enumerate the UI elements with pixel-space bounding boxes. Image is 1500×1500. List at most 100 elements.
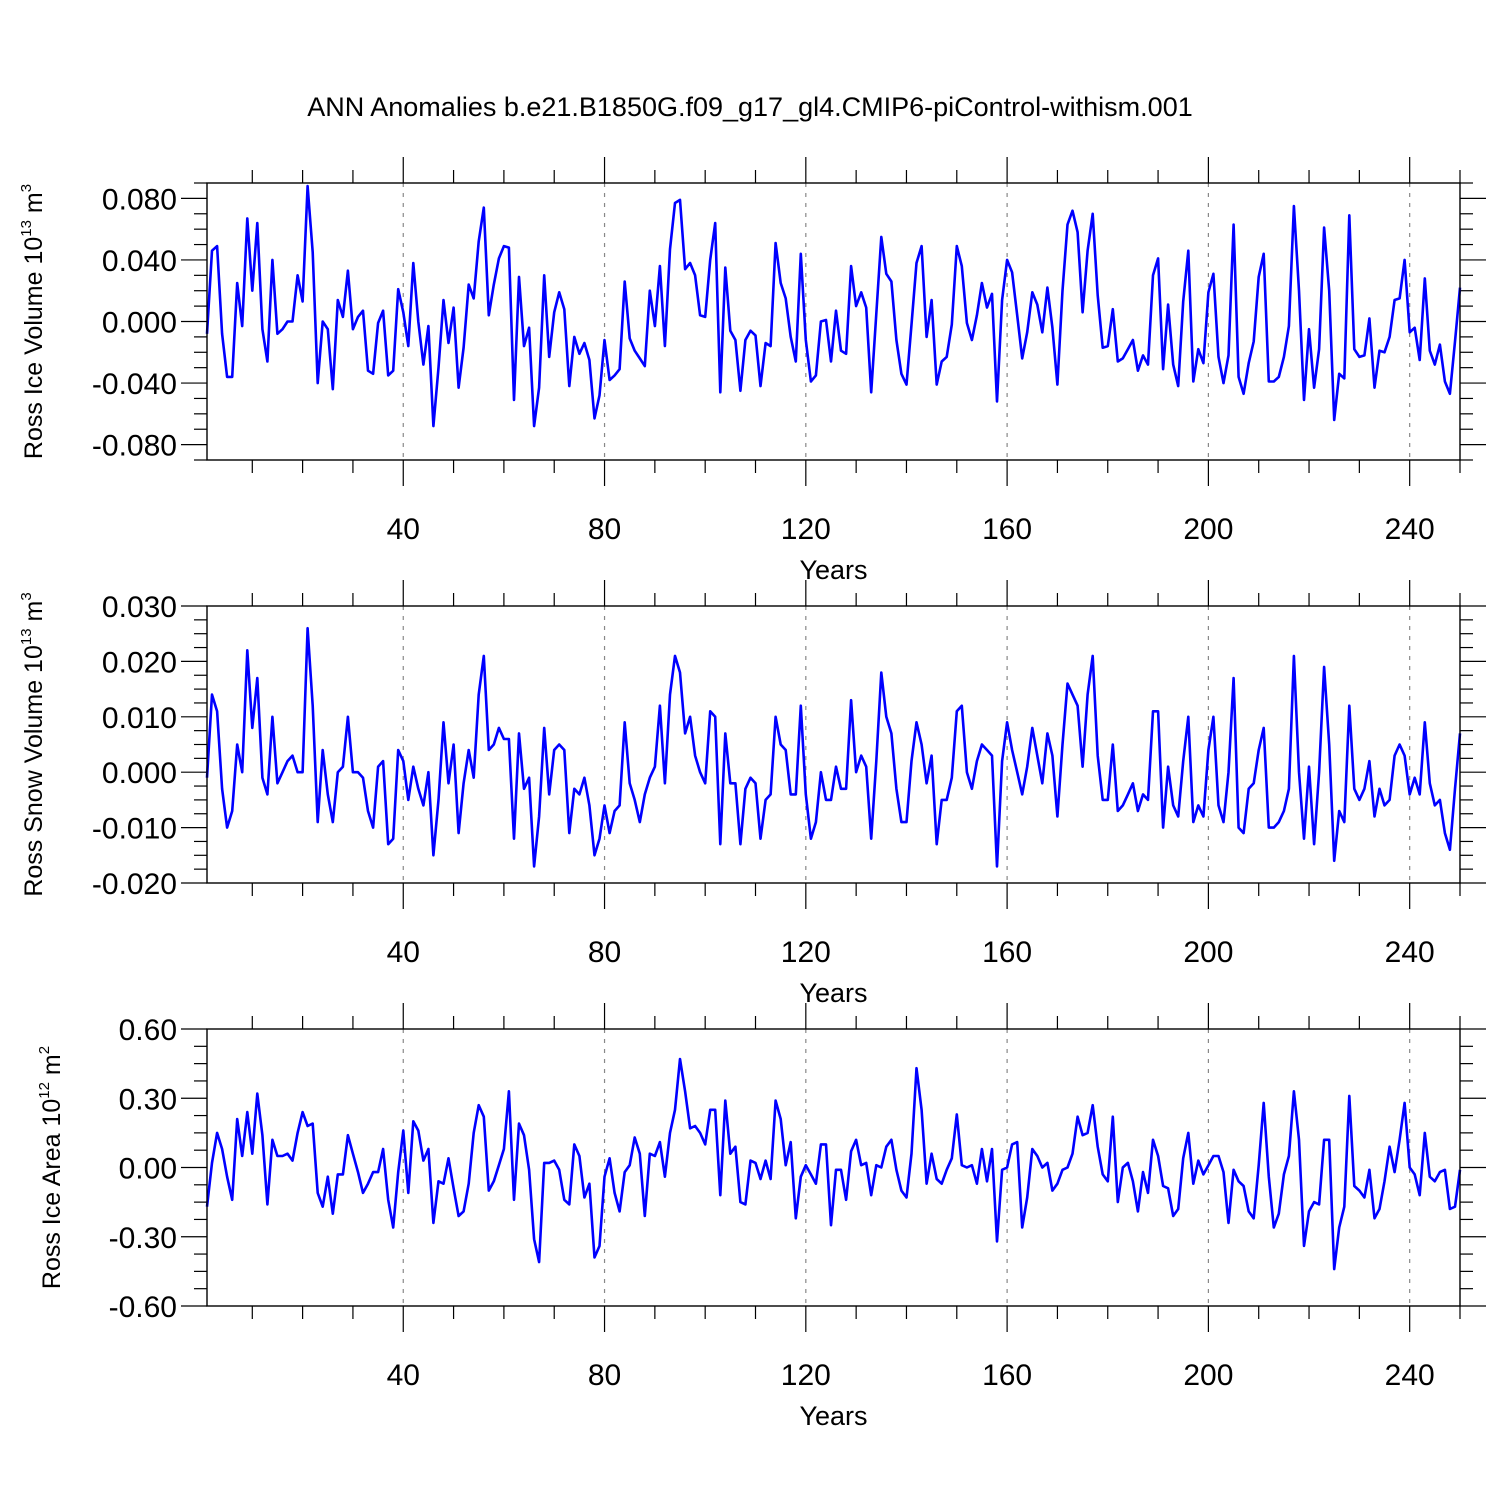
y-tick-label: -0.080 [92, 430, 177, 463]
data-point [800, 705, 802, 707]
data-point [714, 1109, 716, 1111]
data-point [603, 804, 605, 806]
data-point [739, 843, 741, 845]
data-point [1343, 1206, 1345, 1208]
data-point [1318, 1203, 1320, 1205]
data-point [362, 310, 364, 312]
data-point [513, 399, 515, 401]
data-point [1157, 1155, 1159, 1157]
data-point [357, 1171, 359, 1173]
data-point [1318, 348, 1320, 350]
data-point [925, 782, 927, 784]
data-point [281, 328, 283, 330]
data-point [644, 793, 646, 795]
data-point [1263, 727, 1265, 729]
data-point [1217, 804, 1219, 806]
data-point [1086, 1132, 1088, 1134]
data-point [271, 1139, 273, 1141]
data-point [1403, 754, 1405, 756]
data-point [634, 350, 636, 352]
data-point [659, 705, 661, 707]
data-point [1197, 804, 1199, 806]
data-point [986, 749, 988, 751]
y-axis-title-superscript: 3 [18, 184, 35, 192]
data-point [830, 799, 832, 801]
data-point [1388, 799, 1390, 801]
data-point [1247, 362, 1249, 364]
data-point [654, 765, 656, 767]
data-point [1328, 1139, 1330, 1141]
data-point [1207, 291, 1209, 293]
data-point [1278, 1212, 1280, 1214]
data-point [1368, 760, 1370, 762]
data-point [991, 754, 993, 756]
data-point [1021, 357, 1023, 359]
data-point [669, 693, 671, 695]
data-point [865, 306, 867, 308]
data-point [1152, 1139, 1154, 1141]
data-point [1348, 214, 1350, 216]
data-point [1031, 727, 1033, 729]
data-point [1444, 380, 1446, 382]
x-tick-label: 160 [982, 1359, 1032, 1392]
data-point [855, 771, 857, 773]
data-point [216, 710, 218, 712]
data-point [699, 1132, 701, 1134]
data-point [1107, 1180, 1109, 1182]
data-point [342, 765, 344, 767]
data-point [372, 373, 374, 375]
data-point [503, 245, 505, 247]
data-point [1258, 1164, 1260, 1166]
data-point [236, 282, 238, 284]
data-point [1414, 1173, 1416, 1175]
data-point [1408, 331, 1410, 333]
y-tick-label: 0.60 [119, 1014, 177, 1047]
data-point [442, 299, 444, 301]
data-point [568, 385, 570, 387]
data-point [1419, 1194, 1421, 1196]
data-point [402, 1129, 404, 1131]
data-point [483, 206, 485, 208]
data-point [1192, 821, 1194, 823]
data-point [558, 291, 560, 293]
data-point [588, 1182, 590, 1184]
data-point [805, 1164, 807, 1166]
data-point [719, 1194, 721, 1196]
data-point [377, 1171, 379, 1173]
data-point [825, 319, 827, 321]
data-point [236, 1118, 238, 1120]
data-point [1348, 705, 1350, 707]
data-point [900, 821, 902, 823]
data-point [347, 716, 349, 718]
data-point [971, 788, 973, 790]
data-point [518, 276, 520, 278]
data-point [850, 699, 852, 701]
data-point [1122, 357, 1124, 359]
data-point [1358, 799, 1360, 801]
data-point [211, 1162, 213, 1164]
data-point [618, 368, 620, 370]
data-point [518, 1122, 520, 1124]
data-point [1378, 788, 1380, 790]
data-point [976, 314, 978, 316]
data-point [1222, 382, 1224, 384]
data-point [764, 799, 766, 801]
data-point [623, 1171, 625, 1173]
data-point [518, 732, 520, 734]
data-point [971, 1164, 973, 1166]
data-point [1273, 380, 1275, 382]
data-point [870, 1194, 872, 1196]
data-point [1434, 1180, 1436, 1182]
data-point [920, 1109, 922, 1111]
data-point [392, 837, 394, 839]
x-tick-label: 200 [1183, 1359, 1233, 1392]
data-point [890, 1139, 892, 1141]
data-point [1006, 259, 1008, 261]
data-point [1091, 213, 1093, 215]
data-point [473, 297, 475, 299]
data-point [1398, 743, 1400, 745]
data-point [946, 799, 948, 801]
data-point [553, 749, 555, 751]
data-point [830, 1224, 832, 1226]
data-point [1122, 804, 1124, 806]
